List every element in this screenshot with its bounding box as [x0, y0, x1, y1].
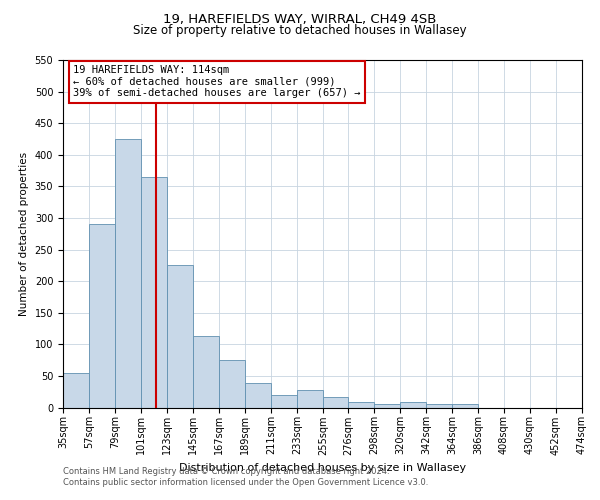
- Bar: [141, 177, 167, 408]
- Bar: [426, 404, 452, 407]
- Bar: [245, 384, 271, 407]
- Text: Size of property relative to detached houses in Wallasey: Size of property relative to detached ho…: [133, 24, 467, 37]
- Bar: [297, 390, 323, 407]
- Bar: [271, 395, 297, 407]
- X-axis label: Distribution of detached houses by size in Wallasey: Distribution of detached houses by size …: [179, 463, 466, 473]
- Bar: [323, 397, 348, 407]
- Text: Contains HM Land Registry data © Crown copyright and database right 2024.: Contains HM Land Registry data © Crown c…: [63, 467, 389, 476]
- Bar: [115, 139, 141, 407]
- Bar: [193, 336, 219, 407]
- Bar: [400, 402, 426, 407]
- Text: 19, HAREFIELDS WAY, WIRRAL, CH49 4SB: 19, HAREFIELDS WAY, WIRRAL, CH49 4SB: [163, 12, 437, 26]
- Text: 19 HAREFIELDS WAY: 114sqm
← 60% of detached houses are smaller (999)
39% of semi: 19 HAREFIELDS WAY: 114sqm ← 60% of detac…: [73, 65, 361, 98]
- Bar: [63, 373, 89, 408]
- Y-axis label: Number of detached properties: Number of detached properties: [19, 152, 29, 316]
- Bar: [167, 266, 193, 408]
- Bar: [89, 224, 115, 408]
- Bar: [452, 404, 478, 407]
- Text: Contains public sector information licensed under the Open Government Licence v3: Contains public sector information licen…: [63, 478, 428, 487]
- Bar: [374, 404, 400, 407]
- Bar: [219, 360, 245, 408]
- Bar: [348, 402, 374, 407]
